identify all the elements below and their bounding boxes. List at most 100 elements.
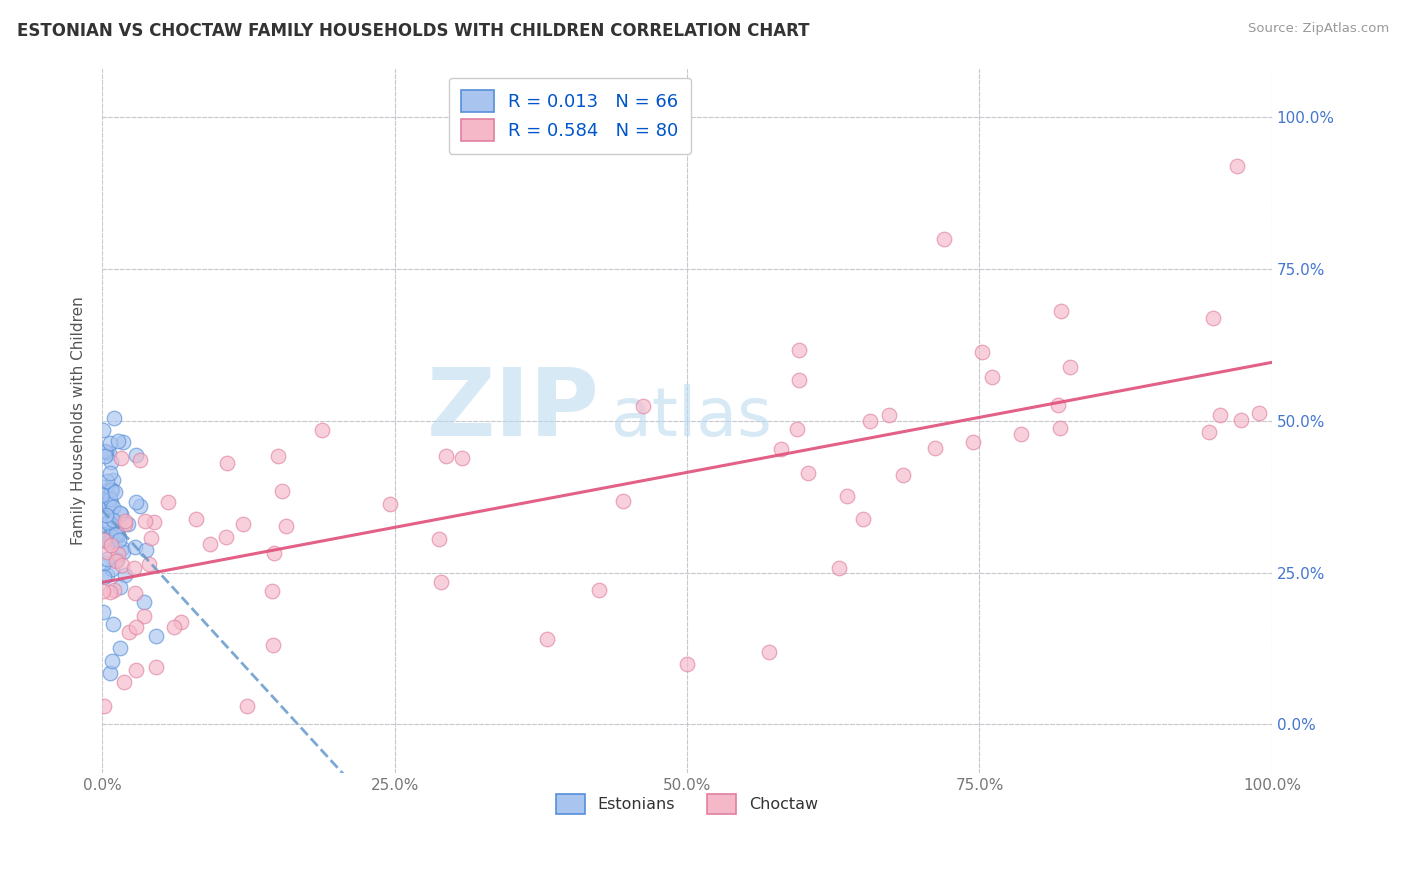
Point [96, 475, 118, 489]
Point [1226, 159, 1249, 173]
Point [125, 448, 148, 462]
Point [122, 560, 145, 574]
Point [93, 699, 115, 714]
Point [835, 489, 858, 503]
Point [101, 523, 124, 537]
Point [110, 507, 132, 521]
Point [215, 456, 238, 470]
Point [427, 532, 450, 546]
Point [103, 473, 125, 487]
Point [100, 496, 122, 510]
Point [96, 552, 118, 566]
Point [97, 445, 120, 459]
Point [588, 582, 610, 597]
Point [105, 554, 128, 568]
Point [98, 534, 121, 549]
Point [114, 567, 136, 582]
Text: atlas: atlas [612, 384, 772, 450]
Point [184, 512, 207, 526]
Point [676, 657, 699, 671]
Point [98, 491, 121, 506]
Point [157, 495, 180, 509]
Point [107, 434, 129, 449]
Point [110, 641, 132, 656]
Point [232, 516, 254, 531]
Point [877, 409, 900, 423]
Point [135, 543, 157, 558]
Point [100, 524, 122, 538]
Point [101, 500, 124, 515]
Point [380, 497, 402, 511]
Legend: Estonians, Choctaw: Estonians, Choctaw [546, 783, 830, 825]
Point [96, 545, 118, 559]
Point [786, 422, 808, 436]
Point [98, 435, 121, 450]
Point [110, 450, 132, 465]
Point [134, 609, 156, 624]
Point [612, 493, 634, 508]
Point [125, 495, 148, 509]
Point [91, 583, 114, 598]
Point [107, 547, 129, 561]
Point [145, 660, 167, 674]
Point [274, 519, 297, 533]
Point [96, 508, 118, 523]
Text: Source: ZipAtlas.com: Source: ZipAtlas.com [1249, 22, 1389, 36]
Point [107, 527, 129, 541]
Point [134, 514, 156, 528]
Point [631, 399, 654, 413]
Point [758, 645, 780, 659]
Point [125, 663, 148, 677]
Point [1059, 360, 1081, 375]
Point [1198, 425, 1220, 440]
Point [93, 533, 115, 548]
Point [101, 654, 124, 668]
Point [770, 442, 793, 456]
Point [124, 540, 146, 554]
Point [107, 527, 129, 541]
Point [93, 556, 115, 570]
Point [263, 546, 285, 560]
Point [129, 452, 152, 467]
Point [97, 489, 120, 503]
Point [260, 584, 283, 599]
Point [114, 514, 136, 528]
Point [94, 508, 117, 522]
Point [91, 423, 114, 437]
Point [789, 373, 811, 387]
Point [112, 434, 135, 449]
Point [852, 511, 875, 525]
Point [827, 561, 849, 575]
Point [924, 441, 946, 455]
Point [981, 369, 1004, 384]
Point [114, 674, 136, 689]
Point [91, 526, 114, 541]
Point [1046, 398, 1069, 412]
Point [145, 629, 167, 643]
Point [970, 344, 993, 359]
Point [97, 535, 120, 549]
Point [91, 480, 114, 494]
Point [108, 580, 131, 594]
Point [536, 632, 558, 647]
Point [96, 568, 118, 582]
Point [97, 497, 120, 511]
Point [124, 620, 146, 634]
Point [101, 617, 124, 632]
Point [101, 513, 124, 527]
Point [100, 529, 122, 543]
Point [97, 515, 120, 529]
Point [101, 562, 124, 576]
Point [93, 570, 115, 584]
Point [104, 484, 127, 499]
Point [94, 444, 117, 458]
Point [91, 532, 114, 546]
Text: ZIP: ZIP [426, 364, 599, 456]
Point [96, 516, 118, 531]
Point [267, 449, 290, 463]
Point [962, 434, 984, 449]
Point [108, 533, 131, 548]
Point [103, 411, 125, 425]
Point [105, 553, 128, 567]
Point [198, 537, 221, 551]
